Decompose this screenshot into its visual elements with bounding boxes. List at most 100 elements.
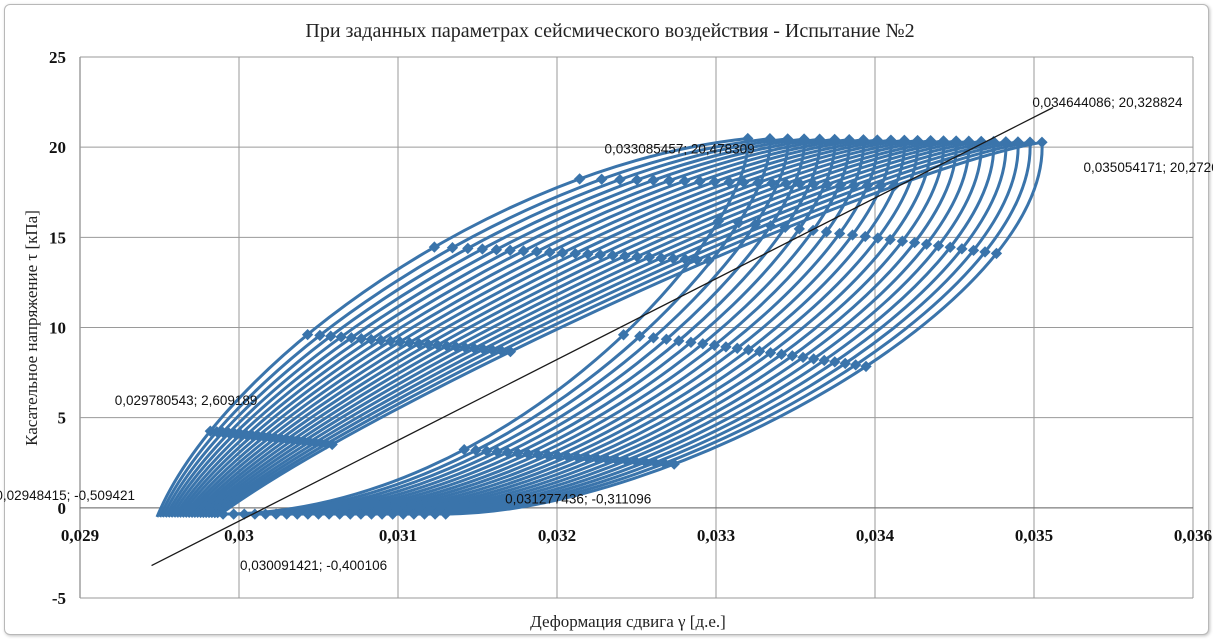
- y-tick-label: 0: [58, 499, 67, 518]
- data-point-marker: [850, 359, 862, 371]
- data-point-marker: [829, 356, 841, 368]
- data-point-marker: [323, 508, 335, 520]
- data-point-marker: [742, 344, 755, 356]
- data-point-marker: [504, 244, 516, 256]
- data-point-marker: [446, 242, 459, 254]
- data-point-marker: [775, 348, 788, 360]
- x-tick-label: 0,034: [856, 526, 895, 545]
- data-point-marker: [617, 329, 630, 341]
- data-point-marker: [846, 229, 859, 241]
- data-point-marker: [531, 245, 543, 258]
- data-point-marker: [884, 233, 896, 246]
- data-point-marker: [387, 508, 399, 520]
- x-tick-label: 0,035: [1015, 526, 1053, 545]
- data-point-marker: [270, 508, 282, 520]
- data-point-marker: [738, 176, 750, 189]
- data-point-marker: [281, 508, 293, 520]
- data-point-marker: [860, 360, 872, 373]
- data-point-marker: [375, 334, 387, 346]
- data-point-marker: [428, 241, 441, 253]
- data-point-marker: [643, 251, 655, 263]
- y-tick-label: 5: [58, 409, 67, 428]
- chart-title: При заданных параметрах сейсмического во…: [305, 20, 914, 42]
- plot-area: [155, 132, 1048, 520]
- x-axis-title: Деформация сдвига γ [д.е.]: [530, 612, 726, 631]
- data-point-marker: [679, 253, 691, 265]
- data-label: 0,034644086; 20,328824: [1032, 95, 1183, 110]
- data-point-marker: [569, 247, 581, 260]
- data-point-marker: [607, 249, 619, 262]
- data-point-marker: [797, 351, 809, 364]
- data-point-marker: [697, 338, 709, 350]
- data-point-marker: [833, 227, 846, 240]
- data-point-marker: [673, 335, 685, 347]
- data-point-marker: [394, 336, 406, 348]
- x-tick-label: 0,036: [1174, 526, 1212, 545]
- y-tick-label: 20: [49, 138, 66, 157]
- data-point-marker: [365, 508, 378, 520]
- data-point-marker: [708, 176, 721, 188]
- data-point-marker: [820, 226, 833, 238]
- data-label: 0,029780543; 2,609189: [115, 393, 258, 408]
- data-point-marker: [312, 508, 325, 520]
- x-tick-label: 0,032: [538, 526, 576, 545]
- data-point-marker: [766, 177, 778, 189]
- data-point-marker: [325, 330, 337, 342]
- chart-frame: [4, 4, 1209, 635]
- data-point-marker: [440, 508, 452, 520]
- data-labels: 0,034644086; 20,328824 0,033085457; 20,47…: [0, 95, 1213, 573]
- data-point-marker: [596, 173, 608, 185]
- y-axis-title: Касательное напряжение τ [кПа]: [22, 210, 41, 446]
- data-point-marker: [334, 508, 346, 520]
- data-point-marker: [355, 508, 367, 520]
- data-point-marker: [326, 438, 338, 451]
- data-point-marker: [731, 342, 743, 354]
- data-point-marker: [408, 508, 420, 520]
- data-point-marker: [764, 347, 777, 359]
- x-tick-label: 0,03: [224, 526, 254, 545]
- data-label: 0,02948415; -0,509421: [0, 488, 135, 503]
- data-point-marker: [403, 337, 416, 349]
- data-point-marker: [228, 508, 240, 520]
- data-point-marker: [872, 232, 884, 244]
- y-tick-label: -5: [52, 589, 66, 608]
- data-label: 0,030091421; -0,400106: [240, 558, 387, 573]
- data-point-marker: [397, 508, 409, 520]
- data-point-marker: [470, 444, 482, 456]
- y-tick-label: 10: [49, 319, 66, 338]
- data-point-marker: [667, 252, 679, 265]
- data-point-marker: [355, 333, 368, 345]
- data-point-marker: [634, 330, 646, 342]
- data-point-marker: [573, 173, 586, 185]
- data-point-marker: [660, 333, 673, 345]
- data-point-marker: [685, 336, 697, 348]
- y-tick-label: 25: [49, 48, 66, 67]
- data-point-marker: [418, 508, 431, 520]
- trendline-layer: [151, 106, 1054, 567]
- data-point-marker: [668, 458, 680, 470]
- data-point-marker: [594, 249, 606, 261]
- tick-labels: 0,029 0,03 0,031 0,032 0,033 0,034 0,035 0,036 -…: [49, 48, 1212, 608]
- data-point-marker: [476, 243, 489, 255]
- data-point-marker: [249, 508, 261, 520]
- data-point-marker: [291, 508, 303, 520]
- data-label: 0,035054171; 20,272668: [1084, 160, 1213, 175]
- x-tick-label: 0,033: [697, 526, 735, 545]
- data-point-marker: [314, 329, 326, 342]
- x-tick-label: 0,029: [61, 526, 99, 545]
- data-point-marker: [302, 508, 314, 520]
- data-point-marker: [647, 332, 660, 344]
- data-point-marker: [753, 345, 766, 357]
- data-point-marker: [807, 353, 820, 365]
- data-point-marker: [365, 333, 377, 346]
- y-tick-label: 15: [49, 228, 66, 247]
- data-point-marker: [708, 339, 721, 351]
- data-point-marker: [631, 174, 643, 186]
- linear-trendline: [151, 106, 1054, 567]
- data-point-marker: [1036, 136, 1048, 148]
- data-point-marker: [723, 176, 735, 188]
- data-point-marker: [720, 341, 732, 353]
- data-point-marker: [458, 443, 470, 456]
- data-point-marker: [429, 508, 441, 520]
